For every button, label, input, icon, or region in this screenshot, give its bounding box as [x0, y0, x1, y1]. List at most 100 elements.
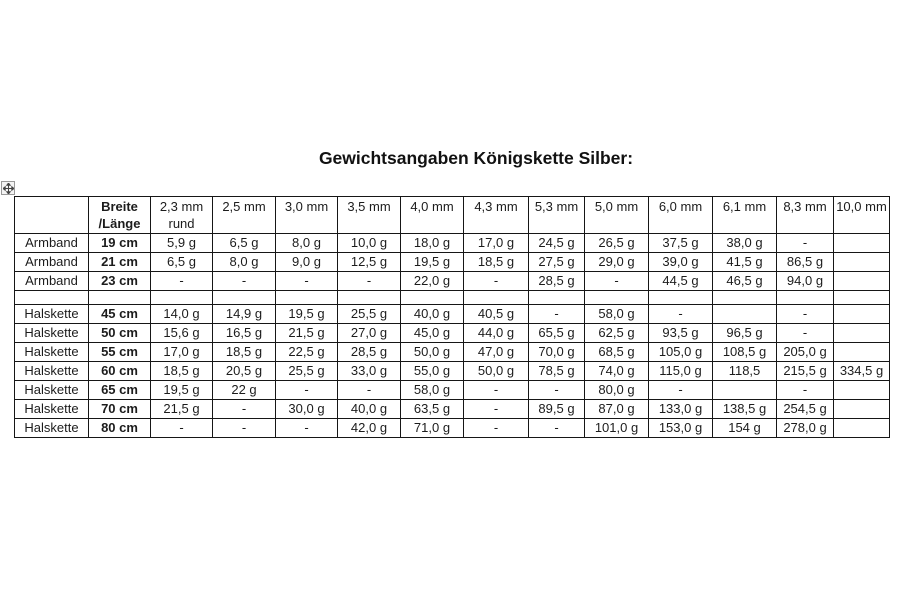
table-cell: 14,9 g — [212, 304, 276, 324]
table-cell — [400, 290, 464, 305]
table-cell: - — [150, 271, 213, 291]
table-cell: - — [212, 418, 276, 438]
table-cell: 101,0 g — [584, 418, 649, 438]
table-cell: 22 g — [212, 380, 276, 400]
table-cell: 17,0 g — [150, 342, 213, 362]
table-cell: 22,5 g — [275, 342, 338, 362]
header-cell: 6,0 mm — [648, 196, 713, 234]
table-cell — [833, 342, 890, 362]
table-cell: 30,0 g — [275, 399, 338, 419]
table-cell: 58,0 g — [584, 304, 649, 324]
table-cell: - — [648, 380, 713, 400]
table-row: Halskette 65 cm 19,5 g 22 g - -58,0 g - -80,0 g… — [14, 380, 890, 400]
table-cell: 29,0 g — [584, 252, 649, 272]
table-cell: 27,5 g — [528, 252, 585, 272]
table-cell — [712, 380, 777, 400]
header-cell: 3,5 mm — [337, 196, 401, 234]
table-cell: 19,5 g — [400, 252, 464, 272]
weights-table-body: Breite /Länge 2,3 mm rund 2,5 mm 3,0 mm 3,5 … — [14, 196, 890, 438]
table-cell: 108,5 g — [712, 342, 777, 362]
table-cell: 47,0 g — [463, 342, 529, 362]
table-cell: 93,5 g — [648, 323, 713, 343]
table-cell: Halskette — [14, 342, 89, 362]
table-cell: Halskette — [14, 380, 89, 400]
table-cell: 19,5 g — [275, 304, 338, 324]
table-cell — [14, 290, 89, 305]
table-cell: 154 g — [712, 418, 777, 438]
table-cell: 118,5 — [712, 361, 777, 381]
table-cell: - — [528, 418, 585, 438]
table-cell: 6,5 g — [212, 233, 276, 253]
table-row: Halskette 50 cm 15,6 g 16,5 g 21,5 g 27,0 g 45… — [14, 323, 890, 343]
table-cell: 18,5 g — [150, 361, 213, 381]
header-cell: 8,3 mm — [776, 196, 834, 234]
table-cell: - — [150, 418, 213, 438]
table-cell: 21 cm — [88, 252, 151, 272]
header-cell: 5,0 mm — [584, 196, 649, 234]
table-cell: 115,0 g — [648, 361, 713, 381]
table-cell: 68,5 g — [584, 342, 649, 362]
table-cell: 87,0 g — [584, 399, 649, 419]
table-row: Halskette 70 cm 21,5 g -30,0 g 40,0 g 63,5 g-… — [14, 399, 890, 419]
table-cell: Armband — [14, 271, 89, 291]
table-cell: 17,0 g — [463, 233, 529, 253]
table-cell: - — [463, 418, 529, 438]
table-cell: 40,0 g — [337, 399, 401, 419]
table-cell — [648, 290, 713, 305]
table-cell — [275, 290, 338, 305]
table-cell: 58,0 g — [400, 380, 464, 400]
table-row: Halskette 80 cm - - -42,0 g 71,0 g - -101,0 g 15… — [14, 418, 890, 438]
header-cell: 2,5 mm — [212, 196, 276, 234]
table-cell: 334,5 g — [833, 361, 890, 381]
table-cell: 89,5 g — [528, 399, 585, 419]
table-cell: 45,0 g — [400, 323, 464, 343]
table-cell: 60 cm — [88, 361, 151, 381]
table-cell — [833, 290, 890, 305]
page-title: Gewichtsangaben Königskette Silber: — [318, 148, 634, 168]
table-header-row: Breite /Länge 2,3 mm rund 2,5 mm 3,0 mm 3,5 … — [14, 196, 890, 234]
table-cell: Halskette — [14, 361, 89, 381]
table-cell — [833, 304, 890, 324]
table-cell: 71,0 g — [400, 418, 464, 438]
table-cell: 8,0 g — [212, 252, 276, 272]
table-cell: 21,5 g — [150, 399, 213, 419]
table-cell: 18,5 g — [463, 252, 529, 272]
table-cell: 37,5 g — [648, 233, 713, 253]
weights-table: Breite /Länge 2,3 mm rund 2,5 mm 3,0 mm 3,5 … — [14, 196, 890, 438]
table-cell: - — [212, 399, 276, 419]
table-cell: 16,5 g — [212, 323, 276, 343]
table-cell — [528, 290, 585, 305]
table-cell: - — [463, 399, 529, 419]
table-cell: 80,0 g — [584, 380, 649, 400]
table-cell: - — [776, 323, 834, 343]
table-cell: 42,0 g — [337, 418, 401, 438]
header-cell: 2,3 mm rund — [150, 196, 213, 234]
table-cell: 24,5 g — [528, 233, 585, 253]
table-cell: 86,5 g — [776, 252, 834, 272]
header-cell — [14, 196, 89, 234]
table-cell — [88, 290, 151, 305]
table-cell — [833, 323, 890, 343]
table-cell: - — [212, 271, 276, 291]
table-cell: 45 cm — [88, 304, 151, 324]
table-cell: 15,6 g — [150, 323, 213, 343]
table-cell: 21,5 g — [275, 323, 338, 343]
move-icon — [2, 182, 14, 194]
table-cell: 70,0 g — [528, 342, 585, 362]
table-move-handle[interactable] — [1, 181, 15, 195]
table-cell: Halskette — [14, 323, 89, 343]
table-row: Halskette 55 cm 17,0 g 18,5 g 22,5 g 28,5 g 50… — [14, 342, 890, 362]
table-cell: 19 cm — [88, 233, 151, 253]
table-cell — [463, 290, 529, 305]
table-cell: 215,5 g — [776, 361, 834, 381]
header-cell: 5,3 mm — [528, 196, 585, 234]
table-cell: Halskette — [14, 418, 89, 438]
table-cell — [833, 399, 890, 419]
table-cell: 5,9 g — [150, 233, 213, 253]
table-cell: 28,5 g — [528, 271, 585, 291]
table-cell: - — [776, 304, 834, 324]
header-cell: 4,0 mm — [400, 196, 464, 234]
